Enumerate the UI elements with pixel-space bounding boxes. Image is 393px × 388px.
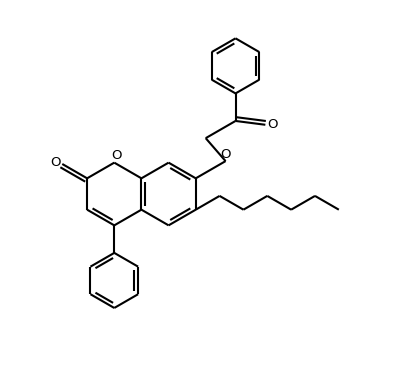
Text: O: O [50, 156, 61, 168]
Text: O: O [220, 148, 231, 161]
Text: O: O [267, 118, 277, 131]
Text: O: O [111, 149, 121, 162]
